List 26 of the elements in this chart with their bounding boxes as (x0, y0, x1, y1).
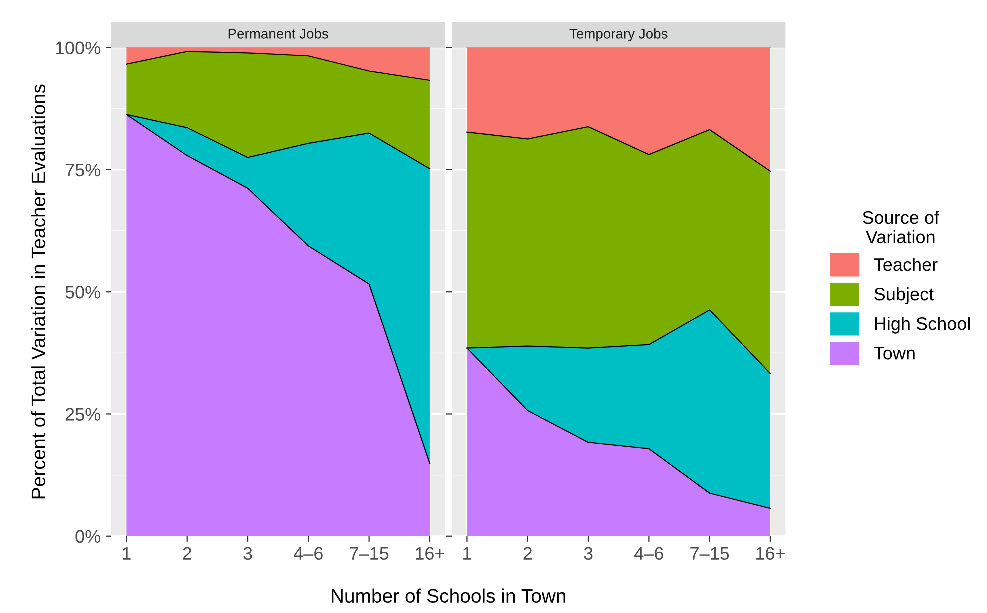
y-tick-label: 100% (56, 42, 100, 55)
legend-label: Teacher (874, 258, 938, 272)
x-tick-label: 3 (244, 547, 252, 560)
y-tick-label: 25% (66, 408, 100, 421)
legend-label: Subject (874, 287, 934, 304)
x-tick-label: 7–15 (690, 547, 730, 560)
x-tick-label: 16+ (416, 547, 444, 560)
x-tick-label: 1 (123, 547, 131, 560)
legend-label: High School (875, 317, 970, 334)
legend-title: Source of Variation (863, 210, 940, 244)
y-tick-label: 75% (66, 164, 100, 177)
x-tick-label: 7–15 (350, 547, 389, 560)
chart-title: Permanent Jobs (228, 28, 328, 39)
x-tick-label: 4–6 (634, 547, 664, 560)
x-axis-title: Number of Schools in Town (332, 588, 566, 604)
x-tick-label: 3 (584, 547, 593, 560)
legend-label: Town (874, 347, 915, 360)
x-tick-label: 4–6 (294, 547, 323, 560)
x-tick-label: 2 (183, 547, 192, 560)
y-tick-label: 50% (66, 286, 100, 299)
x-tick-label: 16+ (756, 547, 785, 560)
x-tick-label: 1 (464, 547, 472, 560)
y-tick-label: 0% (76, 530, 100, 544)
x-tick-label: 2 (524, 547, 532, 560)
chart-title: Temporary Jobs (570, 28, 668, 42)
y-axis-title: Percent of Total Variation in Teacher Evaluations (31, 84, 46, 499)
